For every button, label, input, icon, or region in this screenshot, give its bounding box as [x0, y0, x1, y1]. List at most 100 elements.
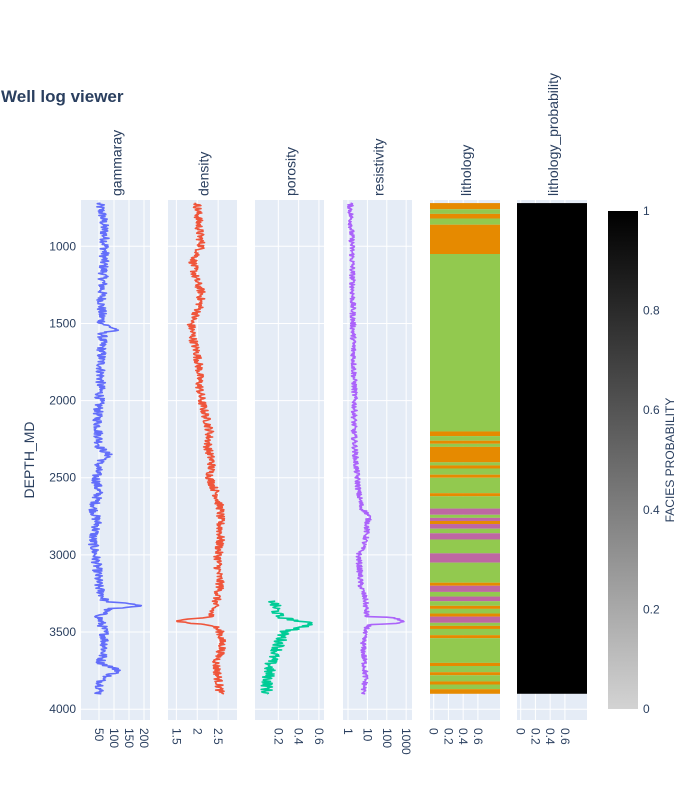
- heatmap-band: [517, 203, 587, 694]
- heatmap-band: [430, 496, 500, 509]
- heatmap-band: [430, 468, 500, 475]
- heatmap-band: [430, 628, 500, 636]
- colorbar-tick-label: 0.4: [643, 503, 660, 517]
- heatmap-band: [430, 224, 500, 255]
- x-tick-label: 0: [514, 728, 528, 735]
- heatmap-band: [430, 528, 500, 534]
- heatmap-band: [430, 591, 500, 597]
- track-title: gammaray: [109, 130, 125, 196]
- x-tick-label: 0.2: [441, 728, 455, 745]
- track-density: density 1.5 2 2.5: [168, 152, 237, 745]
- colorbar-gradient: [608, 211, 638, 709]
- heatmap-band: [430, 553, 500, 563]
- track-porosity: porosity 0.2 0.4 0.6: [255, 147, 326, 745]
- heatmap-band: [430, 672, 500, 676]
- x-tick-label: 0.6: [471, 728, 485, 745]
- colorbar-ticks: 0 0.2 0.4 0.6 0.8 1: [643, 204, 660, 716]
- x-tick-label: 0.6: [558, 728, 572, 745]
- heatmap-band: [430, 213, 500, 219]
- heatmap-band: [430, 254, 500, 432]
- y-axis-ticks: 1000 1500 2000 2500 3000 3500 4000: [49, 239, 76, 716]
- heatmap-band: [430, 596, 500, 602]
- track-resistivity: resistivity 1 10 100 1000: [341, 138, 413, 755]
- heatmap-band: [430, 689, 500, 694]
- heatmap-band: [430, 533, 500, 540]
- heatmap-band: [430, 582, 500, 586]
- heatmap-band: [430, 474, 500, 478]
- heatmap-band: [430, 524, 500, 529]
- y-tick-label: 4000: [49, 702, 76, 716]
- track-title: lithology_probability: [545, 73, 561, 196]
- heatmap-band: [430, 638, 500, 663]
- track-gammaray: gammaray 50 100 150 200: [81, 130, 151, 748]
- heatmap-band: [430, 665, 500, 673]
- track-background: [81, 200, 150, 720]
- heatmap-band: [430, 662, 500, 666]
- series-line: [88, 202, 143, 695]
- heatmap-band: [430, 601, 500, 606]
- x-tick-label: 0.4: [456, 728, 470, 745]
- x-tick-label: 0.4: [292, 728, 306, 745]
- heatmap-band: [430, 622, 500, 626]
- y-tick-label: 2500: [49, 471, 76, 485]
- x-tick-label: 2.5: [211, 728, 225, 745]
- chart-title: Well log viewer: [1, 87, 124, 106]
- x-tick-label: 0.6: [312, 728, 326, 745]
- x-tick-label: 2: [190, 728, 204, 735]
- heatmap-band: [430, 477, 500, 494]
- colorbar-tick-label: 0: [643, 702, 650, 716]
- heatmap-band: [430, 635, 500, 639]
- x-tick-label: 0.2: [528, 728, 542, 745]
- colorbar-title: FACIES PROBABILITY: [663, 398, 677, 523]
- heatmap-band: [430, 562, 500, 583]
- heatmap-band: [430, 616, 500, 623]
- heatmap-band: [430, 520, 500, 525]
- track-title: resistivity: [371, 138, 387, 196]
- track-background: [168, 200, 237, 720]
- x-tick-label: 100: [380, 728, 394, 748]
- y-tick-label: 3500: [49, 625, 76, 639]
- colorbar-tick-label: 1: [643, 204, 650, 218]
- x-tick-label: 1: [341, 728, 355, 735]
- track-lithology: lithology 0 0.2 0.4 0.6: [427, 145, 500, 745]
- heatmap-band: [430, 443, 500, 447]
- heatmap-band: [430, 209, 500, 214]
- x-tick-label: 50: [92, 728, 106, 742]
- track-lithology-probability: lithology_probability 0 0.2 0.4 0.6: [514, 73, 587, 745]
- heatmap-band: [430, 462, 500, 466]
- heatmap-band: [430, 613, 500, 617]
- heatmap-band: [430, 465, 500, 469]
- x-tick-label: 200: [137, 728, 151, 748]
- heatmap-band: [430, 608, 500, 614]
- heatmap-band: [430, 675, 500, 682]
- track-background: [255, 200, 324, 720]
- x-tick-label: 0.4: [543, 728, 557, 745]
- y-tick-label: 2000: [49, 394, 76, 408]
- heatmap-band: [430, 508, 500, 515]
- x-tick-label: 1000: [399, 728, 413, 755]
- y-tick-label: 3000: [49, 548, 76, 562]
- heatmap-band: [430, 684, 500, 690]
- heatmap-band: [430, 446, 500, 463]
- x-tick-label: 10: [360, 728, 374, 742]
- x-tick-label: 150: [122, 728, 136, 748]
- heatmap-band: [430, 440, 500, 444]
- heatmap-band: [430, 605, 500, 609]
- heatmap-band: [430, 625, 500, 629]
- colorbar-tick-label: 0.6: [643, 403, 660, 417]
- heatmap-band: [430, 436, 500, 441]
- y-tick-label: 1000: [49, 239, 76, 253]
- colorbar: 0 0.2 0.4 0.6 0.8 1 FACIES PROBABILITY: [608, 204, 677, 716]
- series-line: [176, 202, 227, 695]
- heatmap-band: [430, 514, 500, 518]
- series-line: [260, 600, 313, 695]
- y-tick-label: 1500: [49, 316, 76, 330]
- heatmap-band: [430, 218, 500, 225]
- heatmap-band: [430, 539, 500, 554]
- track-title: porosity: [283, 147, 299, 196]
- heatmap-band: [430, 203, 500, 210]
- heatmap-band: [430, 681, 500, 685]
- x-tick-label: 1.5: [169, 728, 183, 745]
- heatmap-band: [430, 517, 500, 521]
